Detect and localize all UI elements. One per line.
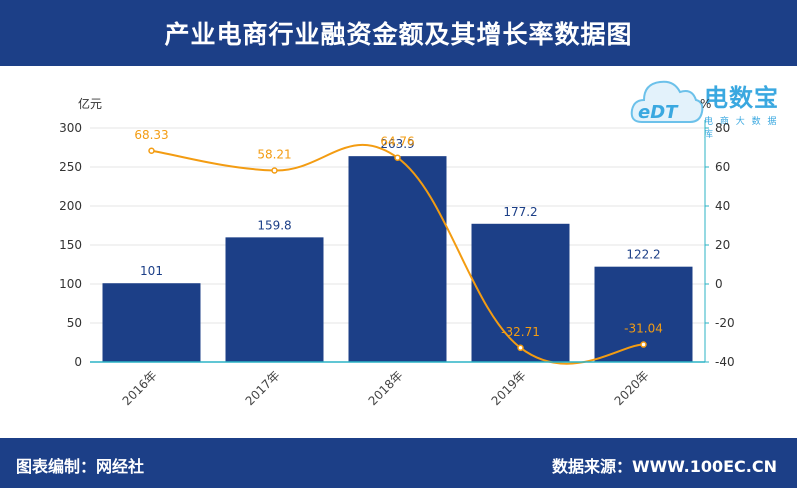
left-axis: 0 50 100 150 200 250 300 亿元	[59, 96, 102, 369]
left-tick-label: 150	[59, 238, 82, 252]
chart-title: 产业电商行业融资金额及其增长率数据图	[164, 20, 633, 49]
x-axis: 2016年 2017年 2018年 2019年 2020年	[90, 361, 705, 408]
left-tick-label: 50	[67, 316, 82, 330]
right-axis-unit: %	[700, 97, 711, 111]
logo-subtitle: 电 商 大 数 据 库	[704, 117, 779, 140]
right-tick-label: 0	[715, 277, 723, 291]
growth-rate-line	[151, 144, 644, 365]
chart-footer: 图表编制：网经社 数据来源：WWW.100EC.CN	[0, 438, 797, 488]
line-value-label: 64.76	[380, 135, 414, 149]
line-value-label: -32.71	[501, 325, 540, 339]
line-value-label: 68.33	[134, 128, 168, 142]
combo-chart: 0 50 100 150 200 250 300 亿元 -40 -20 0 20 40 60 80% 10…	[59, 96, 735, 408]
bar-value-label: 177.2	[503, 205, 537, 219]
x-tick-label: 2017年	[243, 368, 283, 408]
bar	[348, 156, 447, 362]
right-tick-label: 40	[715, 199, 730, 213]
left-tick-label: 0	[74, 355, 82, 369]
line-value-label: 58.21	[257, 147, 291, 161]
bar	[102, 283, 201, 362]
chart-header: 产业电商行业融资金额及其增长率数据图	[0, 0, 797, 66]
x-tick-label: 2020年	[612, 368, 652, 408]
logo-brand: 电数宝	[704, 84, 779, 112]
left-axis-unit: 亿元	[78, 96, 102, 111]
right-tick-label: 80	[715, 121, 730, 135]
right-axis: -40 -20 0 20 40 60 80%	[700, 97, 735, 369]
line-point	[640, 341, 647, 348]
bar-value-label: 101	[140, 264, 163, 278]
right-tick-label: 60	[715, 160, 730, 174]
bar-value-label: 122.2	[626, 248, 660, 262]
bar-series: 101 159.8 263.9 177.2 122.2	[102, 137, 693, 362]
right-tick-label: -20	[715, 316, 735, 330]
line-point	[517, 344, 524, 352]
logo-mark: eDT	[638, 102, 679, 123]
left-tick-label: 300	[59, 121, 82, 135]
brand-logo: eDT 电数宝 电 商 大 数 据 库	[628, 72, 788, 140]
footer-source-right: 数据来源：WWW.100EC.CN	[551, 457, 777, 476]
line-point	[394, 154, 401, 161]
left-tick-label: 100	[59, 277, 82, 291]
right-tick-label: -40	[715, 355, 735, 369]
left-tick-label: 200	[59, 199, 82, 213]
right-tick-label: 20	[715, 238, 730, 252]
bar-value-label: 159.8	[257, 218, 291, 232]
bar	[471, 223, 570, 362]
line-value-label: -31.04	[624, 322, 663, 336]
cloud-icon: eDT	[630, 80, 704, 123]
line-point	[271, 167, 278, 174]
bar	[225, 237, 324, 362]
footer-source-left: 图表编制：网经社	[16, 457, 145, 476]
x-tick-label: 2018年	[366, 368, 406, 408]
x-tick-label: 2019年	[489, 368, 529, 408]
line-point	[148, 147, 155, 155]
line-series: 68.33 58.21 64.76 -32.71 -31.04	[134, 128, 663, 365]
bar-value-label: 263.9	[380, 137, 414, 151]
left-tick-label: 250	[59, 160, 82, 174]
x-tick-label: 2016年	[120, 368, 160, 408]
